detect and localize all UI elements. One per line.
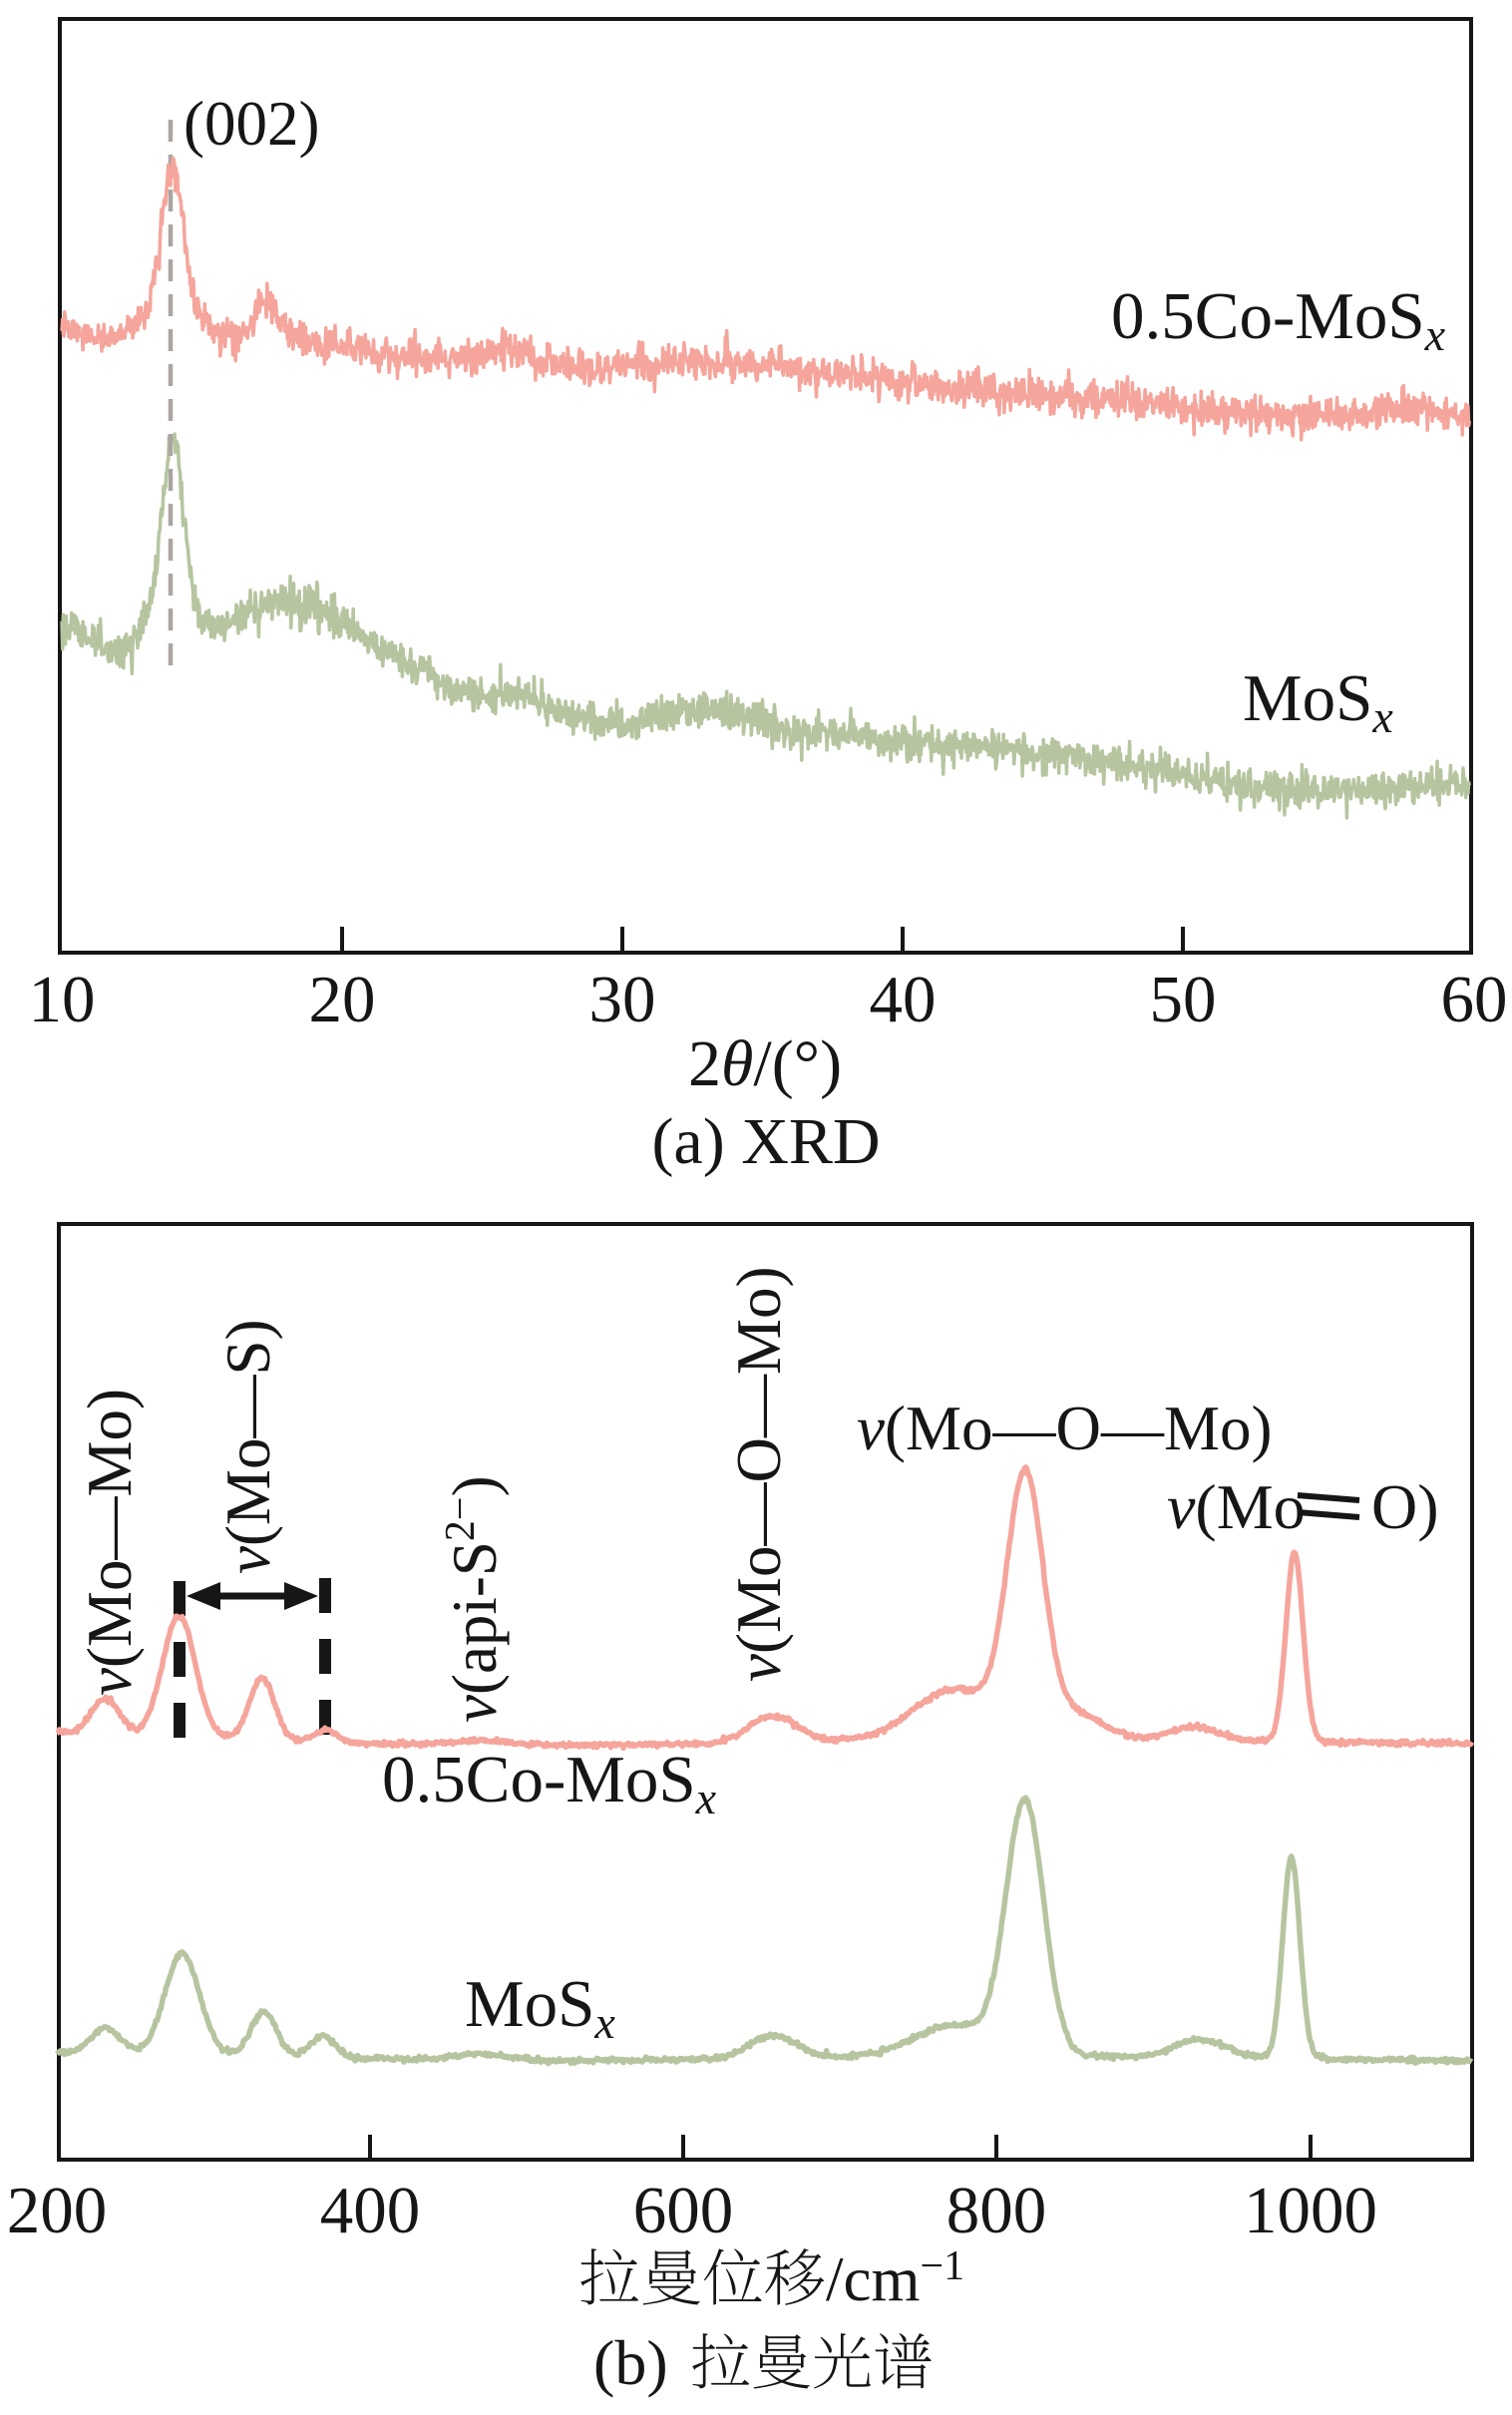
svg-text:30: 30 [589, 963, 656, 1036]
svg-text:v(Mo—Mo): v(Mo—Mo) [75, 1389, 145, 1696]
svg-text:40: 40 [870, 963, 937, 1036]
svg-text:O): O) [1371, 1471, 1439, 1542]
svg-text:MoSx: MoSx [1243, 661, 1393, 742]
svg-text:50: 50 [1150, 963, 1217, 1036]
svg-text:400: 400 [320, 2174, 421, 2247]
svg-text:10: 10 [29, 963, 96, 1036]
svg-text:20: 20 [309, 963, 376, 1036]
svg-text:MoSx: MoSx [465, 1967, 615, 2048]
svg-text:(002): (002) [184, 89, 319, 159]
svg-text:800: 800 [946, 2174, 1047, 2247]
svg-text:2θ/(°): 2θ/(°) [688, 1027, 842, 1100]
svg-text:v(Mo—O—Mo): v(Mo—O—Mo) [857, 1394, 1272, 1463]
svg-text:0.5Co-MoSx: 0.5Co-MoSx [382, 1743, 717, 1823]
svg-text:60: 60 [1441, 963, 1508, 1036]
svg-text:0.5Co-MoSx: 0.5Co-MoSx [1111, 279, 1446, 360]
svg-text:(a) XRD: (a) XRD [651, 1105, 880, 1178]
svg-text:200: 200 [7, 2174, 108, 2247]
svg-text:(b): (b) [593, 2327, 668, 2398]
svg-text:600: 600 [633, 2174, 734, 2247]
svg-text:v(Mo: v(Mo [1167, 1471, 1306, 1542]
svg-text:v(Mo—O—Mo): v(Mo—O—Mo) [724, 1267, 794, 1682]
svg-text:v(Mo—S): v(Mo—S) [213, 1320, 283, 1574]
svg-text:1000: 1000 [1244, 2174, 1377, 2247]
